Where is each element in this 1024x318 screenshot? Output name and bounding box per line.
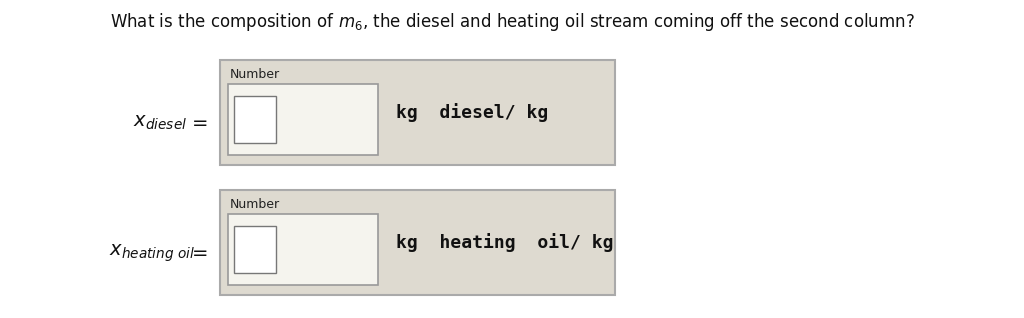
Text: =: = [191,244,208,262]
Bar [234,226,276,273]
Text: Number: Number [230,67,281,80]
Text: kg  heating  oil/ kg: kg heating oil/ kg [396,233,613,252]
Bar [228,84,378,155]
Bar [228,214,378,285]
Text: What is the composition of $m_6$, the diesel and heating oil stream coming off t: What is the composition of $m_6$, the di… [110,11,914,33]
Text: kg  diesel/ kg: kg diesel/ kg [396,103,548,122]
Text: $\it{x}_\mathregular{diesel}$: $\it{x}_\mathregular{diesel}$ [133,114,187,133]
Text: =: = [191,114,208,133]
Bar [234,96,276,142]
Bar [220,60,615,165]
Bar [220,190,615,295]
Text: $\it{x}_\mathregular{heating\ oil}$: $\it{x}_\mathregular{heating\ oil}$ [109,242,196,264]
Text: Number: Number [230,197,281,211]
